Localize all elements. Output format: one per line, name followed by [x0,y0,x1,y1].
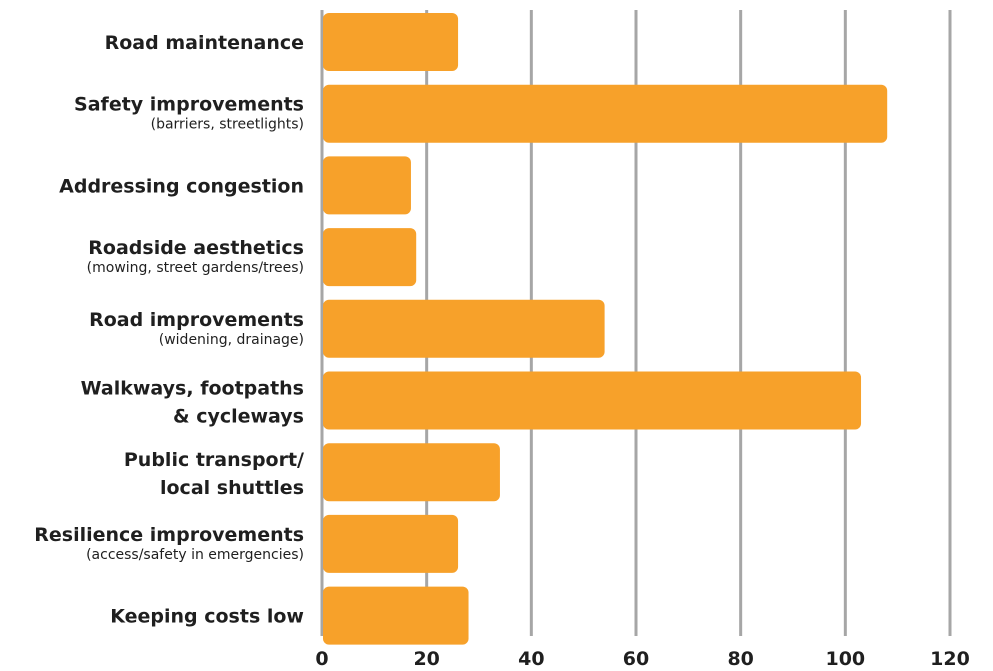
category-sublabel-8: (access/safety in emergencies) [86,547,304,563]
category-label-3: Addressing congestion [59,175,304,197]
x-axis-ticks: 0 20 40 60 80 100 120 [315,648,969,670]
bar-4 [323,228,417,287]
tick-label-100: 100 [825,648,865,670]
tick-label-40: 40 [518,648,544,670]
category-label-5: Road improvements [89,309,304,331]
tick-label-0: 0 [315,648,328,670]
category-label-7-line-2: local shuttles [160,477,304,499]
bar-6 [323,371,862,430]
category-label-1: Road maintenance [105,32,304,54]
bar-9 [323,586,469,645]
bar-1 [323,13,459,71]
category-sublabel-5: (widening, drainage) [159,332,304,348]
bars [323,13,888,645]
bar-5 [323,299,605,358]
category-label-8: Resilience improvements [34,524,304,546]
tick-label-80: 80 [727,648,753,670]
category-label-4: Roadside aesthetics [88,237,304,259]
category-label-2: Safety improvements [74,94,304,116]
category-sublabel-2: (barriers, streetlights) [151,117,304,133]
bar-3 [323,156,411,215]
category-label-7-line-1: Public transport/ [124,449,304,471]
category-label-9: Keeping costs low [110,606,304,628]
bar-8 [323,514,459,573]
tick-label-20: 20 [413,648,439,670]
category-labels: Road maintenance Safety improvements(barr… [34,32,304,628]
bar-2 [323,84,888,143]
tick-label-60: 60 [623,648,649,670]
tick-label-120: 120 [930,648,970,670]
bar-7 [323,443,500,502]
category-label-6-line-2: & cycleways [173,406,304,428]
category-label-6-line-1: Walkways, footpaths [81,378,304,400]
category-sublabel-4: (mowing, street gardens/trees) [87,260,304,276]
